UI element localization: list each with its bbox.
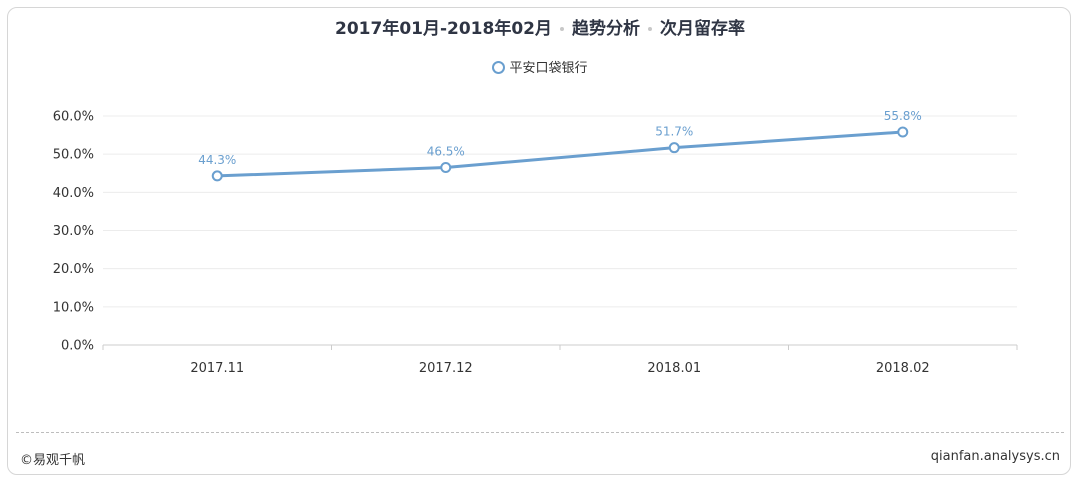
x-tick-label: 2018.02 [876, 361, 930, 376]
data-point [668, 142, 680, 154]
data-label: 55.8% [884, 109, 922, 123]
data-point [440, 162, 452, 174]
chart-legend[interactable]: 平安口袋银行 [0, 57, 1080, 76]
title-date-range: 2017年01月-2018年02月 [335, 19, 552, 39]
data-point [211, 170, 223, 182]
title-separator-dot [648, 27, 652, 31]
x-tick-label: 2017.12 [419, 361, 473, 376]
x-axis: 2017.11 2017.12 2018.01 2018.02 [102, 344, 1018, 376]
title-analysis: 趋势分析 [572, 19, 640, 39]
y-tick-label: 0.0% [61, 339, 94, 354]
data-labels: 44.3% 46.5% 51.7% 55.8% [198, 109, 922, 167]
data-label: 44.3% [198, 153, 236, 167]
footer-divider [16, 432, 1064, 433]
y-tick-label: 10.0% [53, 300, 94, 315]
legend-series-name: 平安口袋银行 [509, 61, 588, 76]
y-tick-label: 20.0% [53, 262, 94, 277]
series-points [211, 126, 909, 182]
y-axis-ticks: 0.0% 10.0% 20.0% 30.0% 40.0% 50.0% 60.0% [53, 110, 94, 354]
y-tick-label: 50.0% [53, 148, 94, 163]
grid-lines [103, 115, 1017, 308]
title-separator-dot [560, 27, 564, 31]
y-tick-label: 60.0% [53, 110, 94, 125]
y-tick-label: 40.0% [53, 186, 94, 201]
data-label: 51.7% [655, 125, 693, 139]
data-point [897, 126, 909, 138]
y-tick-label: 30.0% [53, 224, 94, 239]
x-tick-label: 2017.11 [190, 361, 244, 376]
x-tick-label: 2018.01 [647, 361, 701, 376]
legend-marker-icon [492, 61, 506, 74]
chart-card [7, 7, 1071, 475]
chart-title: 2017年01月-2018年02月 趋势分析 次月留存率 [0, 14, 1080, 39]
series-line [217, 130, 903, 178]
data-label: 46.5% [427, 145, 465, 159]
title-metric: 次月留存率 [660, 19, 745, 39]
footer-site: qianfan.analysys.cn [930, 449, 1060, 464]
series-lines [217, 130, 903, 178]
footer-copyright: ©易观千帆 [20, 453, 86, 468]
